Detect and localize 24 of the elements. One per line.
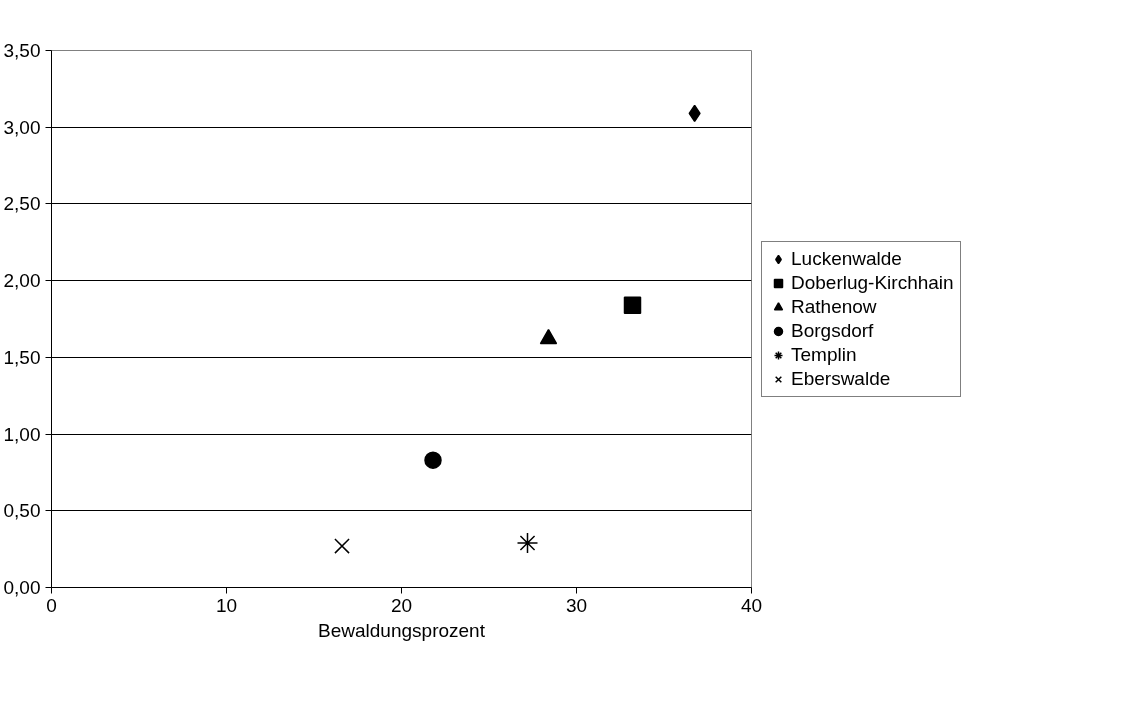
x-axis-title: Bewaldungsprozent bbox=[318, 619, 486, 641]
x-tick-label: 40 bbox=[740, 594, 763, 616]
y-tick-label: 3,50 bbox=[3, 40, 41, 61]
y-tick-label: 1,50 bbox=[3, 346, 41, 368]
point bbox=[334, 538, 350, 554]
point bbox=[516, 532, 539, 554]
legend-label: Eberswalde bbox=[791, 367, 891, 390]
y-tick-label: 0,00 bbox=[3, 577, 41, 598]
x-tick-label: 30 bbox=[565, 594, 588, 616]
legend-label: Rathenow bbox=[791, 295, 877, 318]
point bbox=[623, 296, 642, 314]
x-tick-label: 10 bbox=[215, 594, 238, 616]
x-tick-label: 20 bbox=[390, 594, 413, 616]
y-tick-label: 2,50 bbox=[3, 193, 41, 215]
legend-label: Borgsdorf bbox=[791, 319, 874, 342]
legend-label: Doberlug-Kirchhain bbox=[791, 271, 954, 294]
point bbox=[424, 451, 442, 469]
x-tick-label: 0 bbox=[46, 594, 57, 616]
y-tick-label: 2,00 bbox=[3, 270, 41, 292]
y-tick-label: 3,00 bbox=[3, 116, 41, 138]
legend-label: Luckenwalde bbox=[791, 247, 902, 270]
y-tick-label: 1,00 bbox=[3, 423, 41, 445]
legend-label: Templin bbox=[791, 343, 857, 366]
y-tick-label: 0,50 bbox=[3, 500, 41, 522]
